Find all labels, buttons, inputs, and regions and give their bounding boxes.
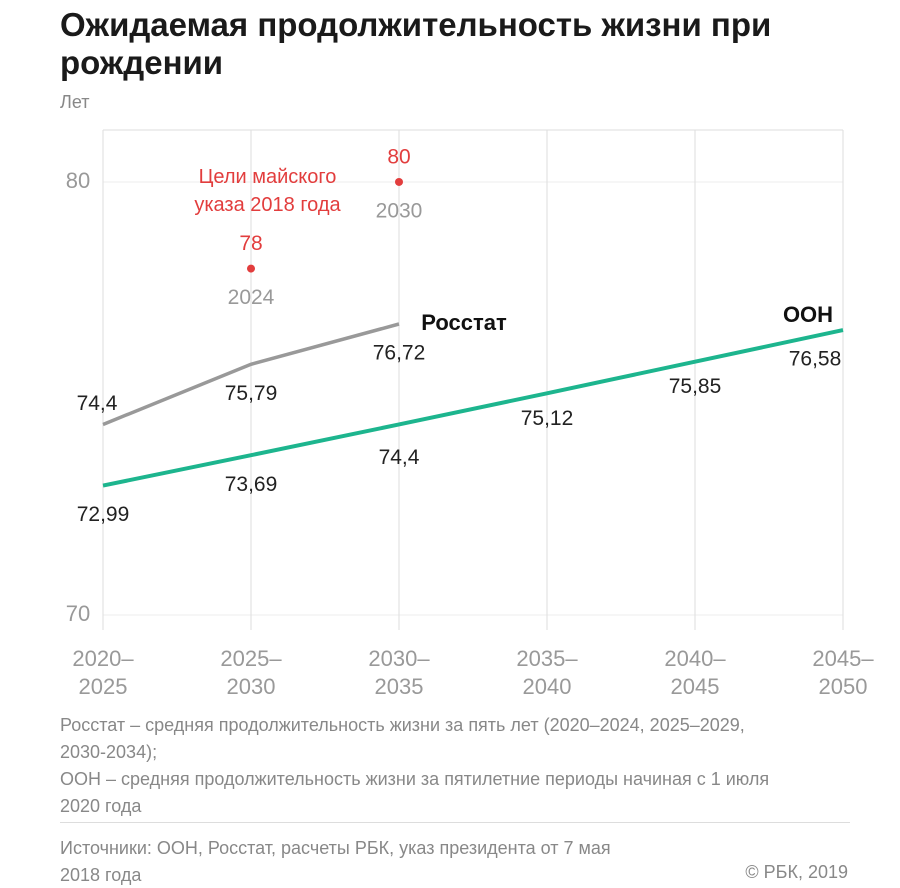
point-label: 2030 <box>376 200 423 223</box>
value-label: 75,79 <box>225 382 278 405</box>
x-tick-label: 2030–2035 <box>368 646 430 699</box>
y-tick-label: 70 <box>66 601 90 626</box>
note: ООН – средняя продолжительность жизни за… <box>60 769 770 816</box>
x-tick-label: 2035–2040 <box>516 646 578 699</box>
series-name: ООН <box>783 302 833 327</box>
y-axis-label: Лет <box>60 92 90 112</box>
x-tick-label: 2040–2045 <box>664 646 726 699</box>
chart-title: Ожидаемая продолжительность жизни при ро… <box>60 6 772 81</box>
target-label: Цели майского указа 2018 года <box>194 166 341 216</box>
value-label: 74,4 <box>77 392 118 415</box>
value-label: 75,12 <box>521 407 574 430</box>
value-label: 73,69 <box>225 473 278 496</box>
target-point <box>247 264 255 273</box>
y-tick-label: 80 <box>66 168 90 193</box>
value-label: 72,99 <box>77 503 130 526</box>
value-label: 78 <box>239 232 262 255</box>
value-label: 80 <box>387 146 410 169</box>
series-line <box>102 322 400 427</box>
series-line <box>102 328 844 488</box>
x-tick-label: 2025–2030 <box>220 646 282 699</box>
value-label: 76,58 <box>789 348 842 371</box>
target-point <box>395 177 403 186</box>
series-name: Росстат <box>421 310 507 335</box>
x-tick-label: 2045–2050 <box>812 646 874 699</box>
note: Росстат – средняя продолжительность жизн… <box>60 715 745 762</box>
value-label: 75,85 <box>669 375 722 398</box>
value-label: 76,72 <box>373 342 426 365</box>
copyright: © РБК, 2019 <box>745 862 848 882</box>
value-label: 74,4 <box>379 446 420 469</box>
separator <box>60 822 850 823</box>
point-label: 2024 <box>228 286 275 309</box>
x-tick-label: 2020–2025 <box>72 646 134 699</box>
source: Источники: ООН, Росстат, расчеты РБК, ук… <box>60 838 611 885</box>
